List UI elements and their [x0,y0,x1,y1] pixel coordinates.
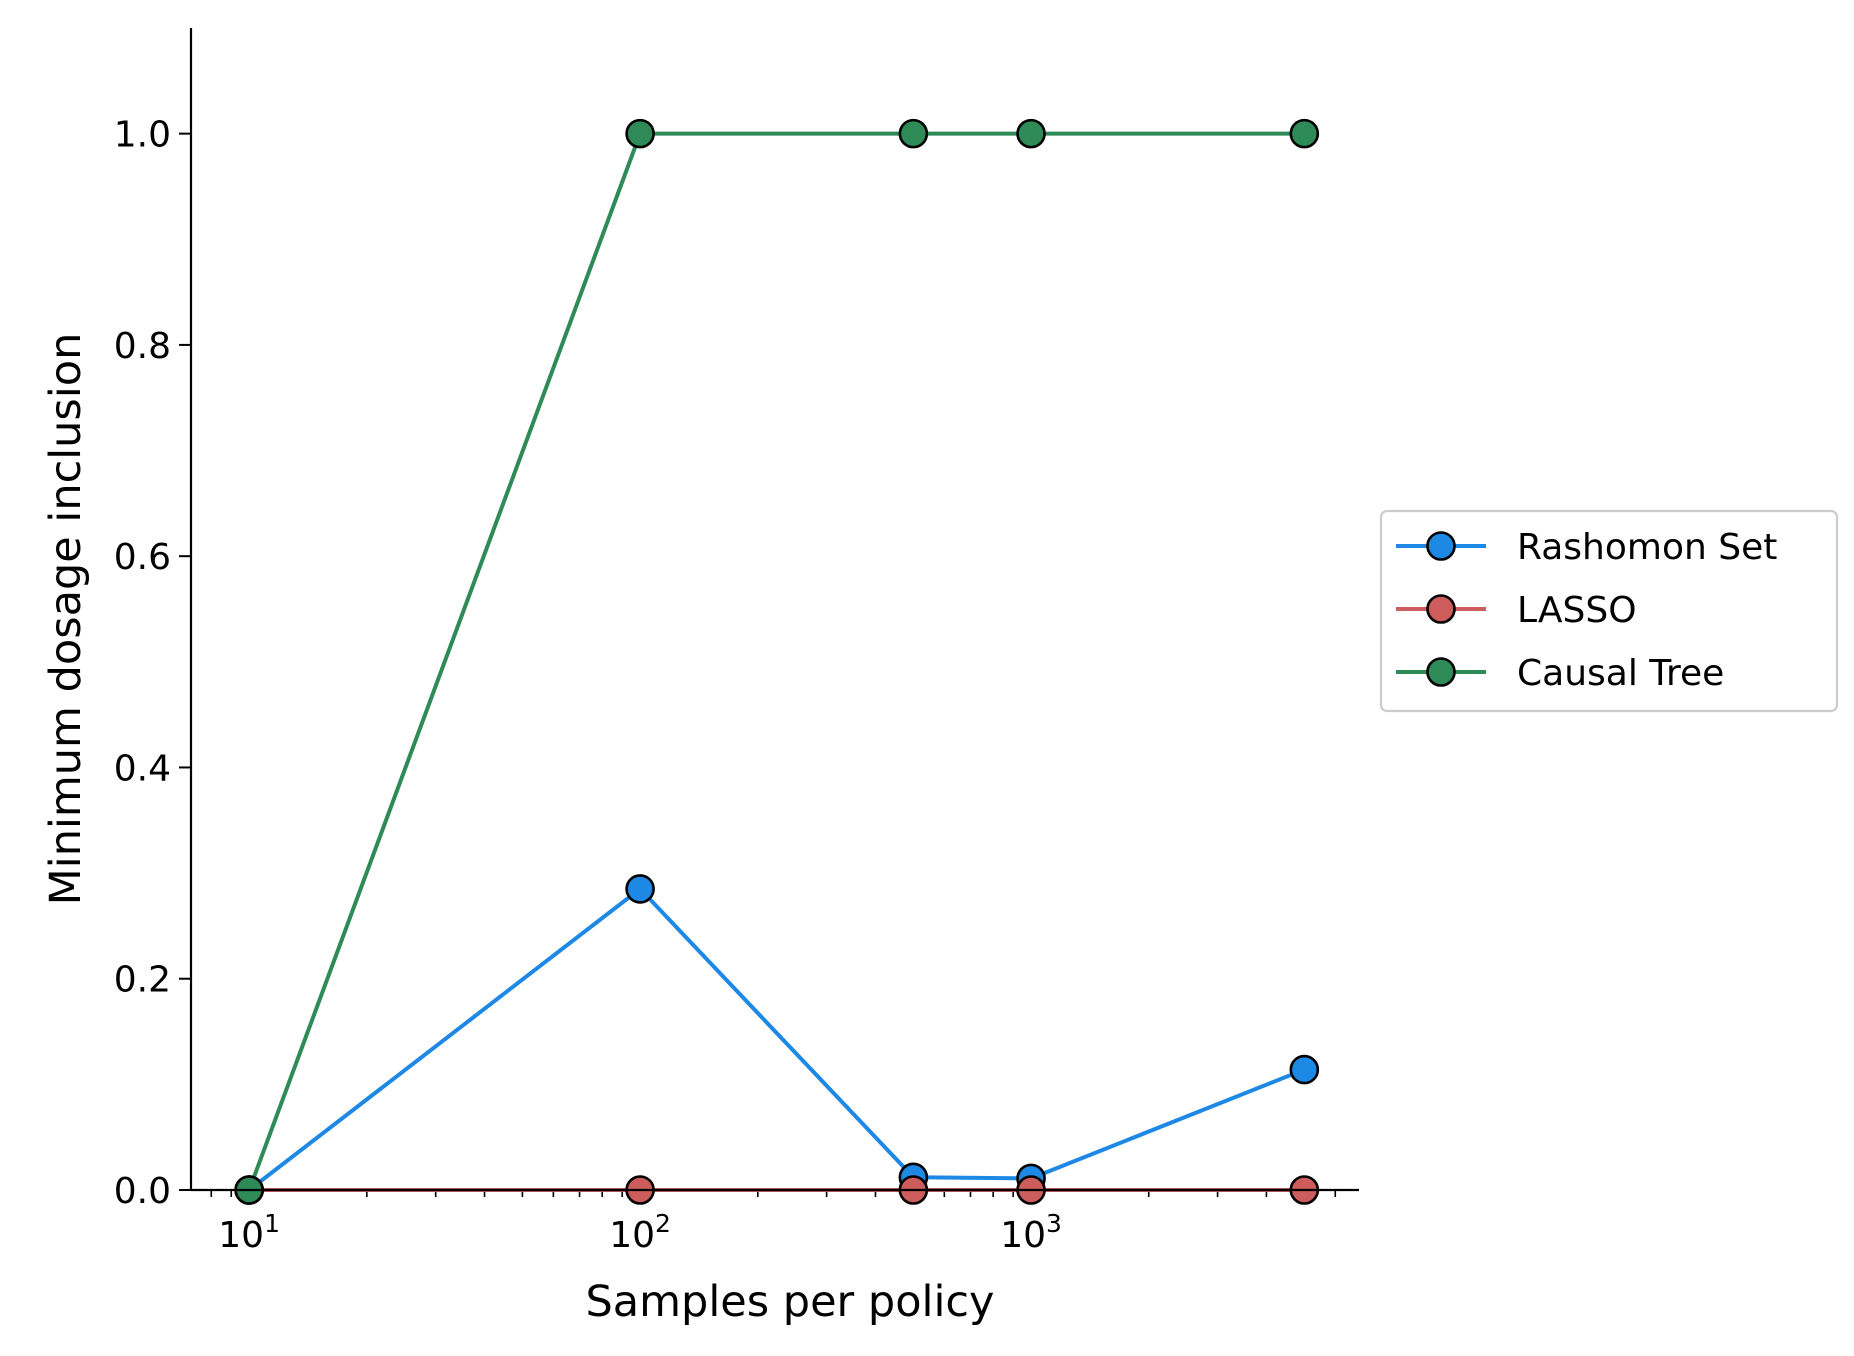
series-line-rashomon-set [247,886,1306,1192]
y-tick-label: 1.0 [114,115,171,156]
y-axis-title: Minimum dosage inclusion [41,333,91,906]
data-point-causal-tree [625,118,655,149]
x-tick-label: 101 [218,1209,280,1256]
series-lines [247,131,1306,1192]
data-point-rashomon-set [625,874,655,904]
legend-label-rashomon-set: Rashomon Set [1517,527,1777,568]
legend-marker-rashomon-set [1426,531,1456,561]
data-point-causal-tree [898,118,929,149]
y-tick-label: 0.8 [114,326,171,367]
x-axis-title: Samples per policy [586,1277,995,1327]
x-tick-label: 103 [1000,1209,1062,1256]
y-tick-label: 0.0 [114,1171,171,1212]
legend-marker-lasso [1426,594,1456,624]
legend-label-lasso: LASSO [1517,590,1637,631]
legend-label-causal-tree: Causal Tree [1517,653,1724,694]
x-tick-label: 102 [609,1209,671,1256]
series-points [234,118,1320,1205]
legend: Rashomon Set LASSO Causal Tree [1379,509,1839,713]
axis-ticks [179,132,1033,1202]
data-point-causal-tree [1016,118,1046,149]
data-point-causal-tree [1289,118,1320,149]
legend-marker-causal-tree [1426,657,1456,687]
data-point-rashomon-set [1289,1054,1320,1085]
legend-frame [1379,509,1839,713]
y-tick-label: 0.4 [114,748,171,789]
y-tick-label: 0.2 [114,960,171,1001]
tick-labels: 101 102 103 0.0 0.2 0.4 0.6 0.8 1.0 [114,115,1062,1256]
y-tick-label: 0.6 [114,537,171,578]
